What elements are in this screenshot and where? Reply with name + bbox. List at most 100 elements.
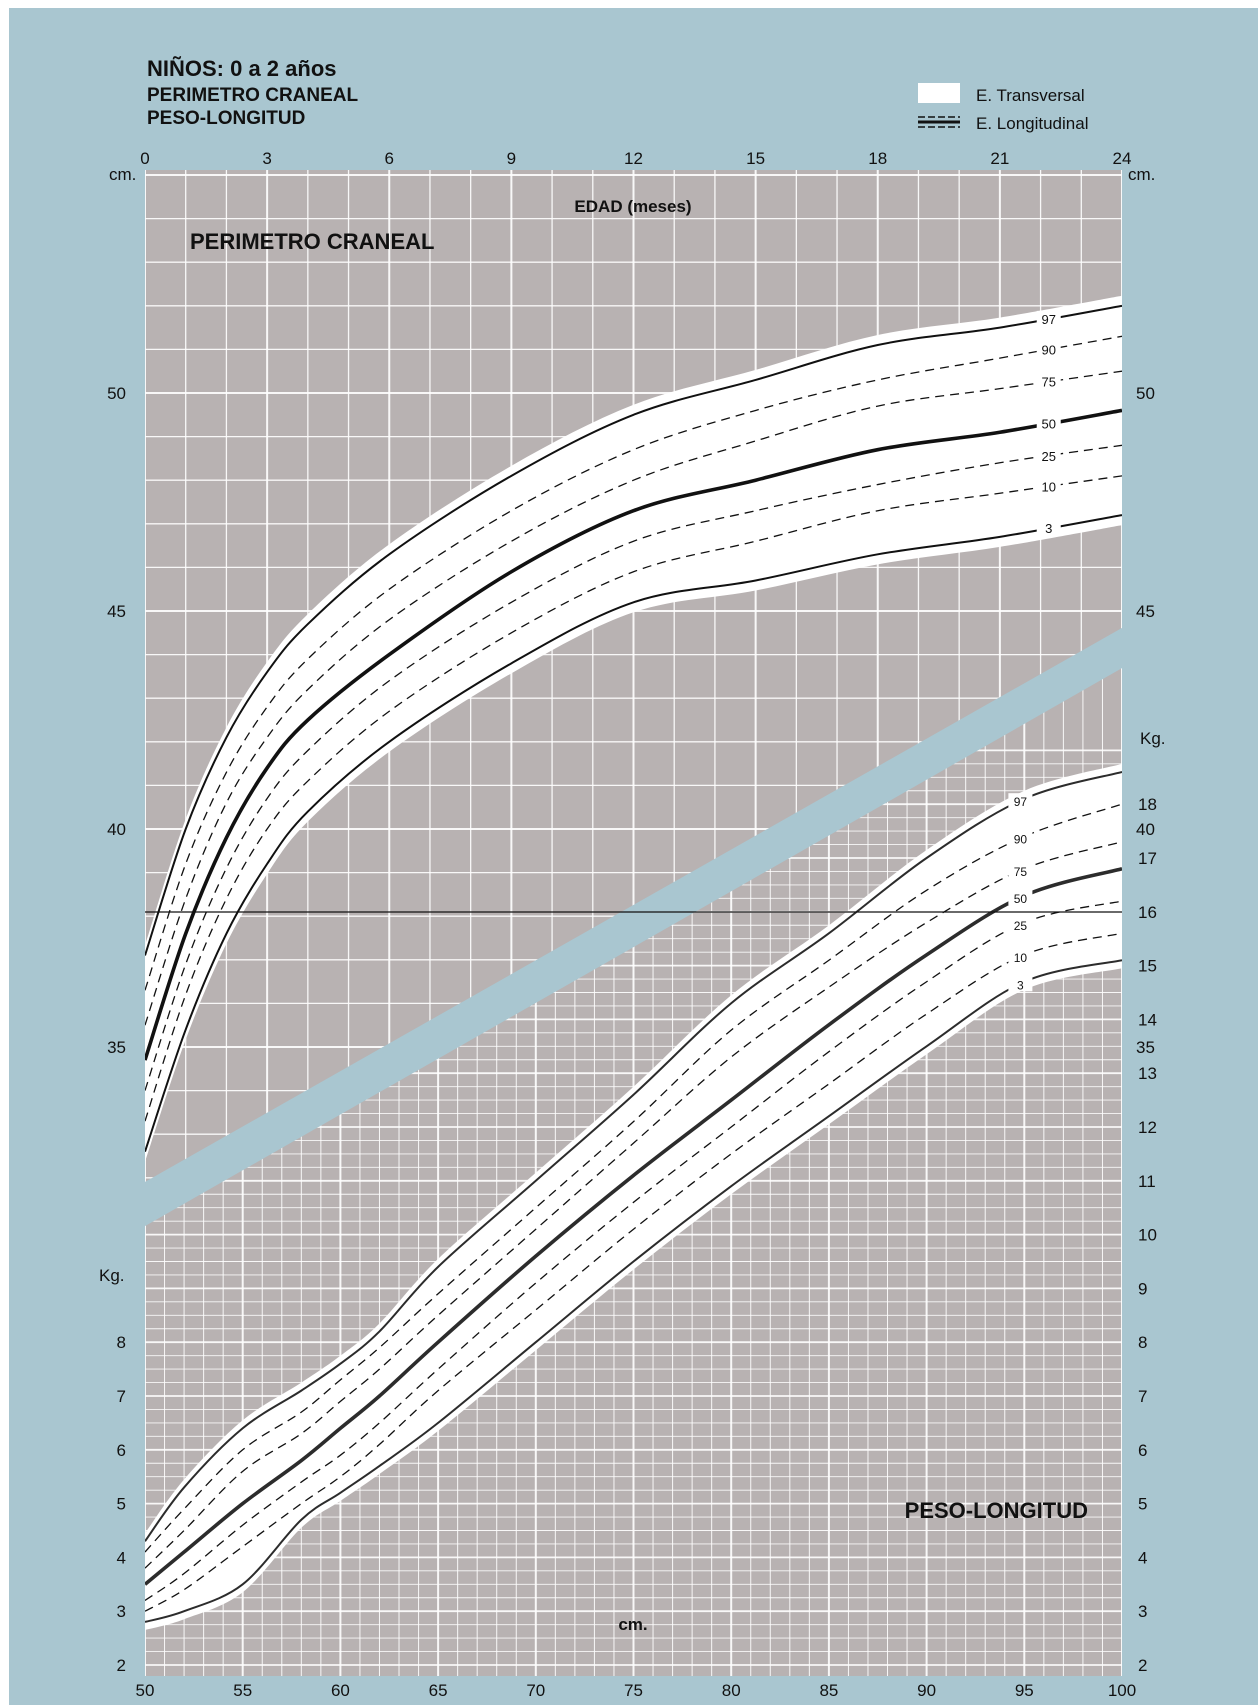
head-percentile-50-label-bg (1036, 415, 1061, 431)
head-percentile-25-label-bg (1036, 447, 1061, 463)
chart-subtitle-head: PERIMETRO CRANEAL (147, 85, 359, 106)
chart-subtitle-weight: PESO-LONGITUD (147, 108, 305, 129)
head-percentile-97-curve (145, 304, 1122, 956)
weight-left-tick-6: 6 (117, 1441, 126, 1460)
age-tick-18: 18 (868, 149, 887, 168)
weight-left-tick-8: 8 (117, 1333, 126, 1352)
legend-swatch-transversal (918, 83, 960, 103)
weight-percentile-97-label-bg (1008, 793, 1033, 809)
weight-left-tick-4: 4 (117, 1548, 126, 1567)
head-percentile-75-label: 75 (1041, 375, 1055, 390)
age-tick-24: 24 (1113, 149, 1132, 168)
diagonal-separator-band (145, 628, 1122, 1226)
head-percentile-3-label: 3 (1045, 521, 1052, 536)
weight-right-tick-17: 17 (1138, 849, 1157, 868)
weight-right-tick-9: 9 (1138, 1279, 1147, 1298)
head-percentile-97-label: 97 (1041, 312, 1055, 327)
length-tick-90: 90 (917, 1681, 936, 1697)
head-right-tick-45: 45 (1136, 602, 1155, 621)
length-tick-75: 75 (624, 1681, 643, 1697)
head-circumference-panel-title: PERIMETRO CRANEAL (190, 229, 434, 254)
weight-right-tick-10: 10 (1138, 1226, 1157, 1245)
weight-left-tick-7: 7 (117, 1387, 126, 1406)
weight-percentile-3-label: 3 (1017, 978, 1024, 992)
head-percentile-25-label: 25 (1041, 449, 1055, 464)
age-axis-title: EDAD (meses) (574, 197, 691, 216)
length-tick-70: 70 (526, 1681, 545, 1697)
weight-percentile-50-label-bg (1008, 890, 1033, 906)
weight-right-tick-5: 5 (1138, 1495, 1147, 1514)
length-tick-80: 80 (722, 1681, 741, 1697)
length-tick-85: 85 (819, 1681, 838, 1697)
weight-left-tick-2: 2 (117, 1656, 126, 1675)
head-percentile-3-curve (145, 514, 1122, 1152)
weight-right-tick-18: 18 (1138, 795, 1157, 814)
weight-left-tick-5: 5 (117, 1495, 126, 1514)
head-percentile-90-label-bg (1036, 341, 1061, 357)
weight-right-tick-8: 8 (1138, 1333, 1147, 1352)
head-percentile-3-label-bg (1036, 520, 1061, 536)
weight-percentile-10-label: 10 (1014, 951, 1028, 965)
weight-right-tick-16: 16 (1138, 903, 1157, 922)
length-tick-95: 95 (1015, 1681, 1034, 1697)
legend: E. Transversal E. Longitudinal (918, 83, 1088, 133)
head-left-tick-45: 45 (107, 602, 126, 621)
length-tick-65: 65 (429, 1681, 448, 1697)
age-tick-12: 12 (624, 149, 643, 168)
weight-percentile-50-curve (145, 867, 1122, 1586)
head-left-tick-35: 35 (107, 1038, 126, 1057)
weight-percentile-3-label-bg (1008, 976, 1033, 992)
head-percentile-50-label: 50 (1041, 417, 1055, 432)
weight-right-tick-11: 11 (1138, 1172, 1156, 1191)
weight-percentile-10-curve (145, 932, 1122, 1612)
chart-title: NIÑOS: 0 a 2 años (147, 56, 337, 81)
legend-label-transversal: E. Transversal (976, 86, 1085, 105)
weight-percentile-50-label: 50 (1014, 892, 1028, 906)
length-axis-title: cm. (618, 1615, 647, 1634)
weight-right-tick-6: 6 (1138, 1441, 1147, 1460)
legend-label-longitudinal: E. Longitudinal (976, 114, 1088, 133)
head-percentile-10-label-bg (1036, 478, 1061, 494)
weight-right-tick-3: 3 (1138, 1602, 1147, 1621)
head-right-tick-35: 35 (1136, 1038, 1155, 1057)
head-percentile-75-curve (145, 370, 1122, 1026)
weight-percentile-90-label: 90 (1014, 833, 1028, 847)
length-tick-50: 50 (136, 1681, 155, 1697)
weight-right-tick-12: 12 (1138, 1118, 1157, 1137)
weight-percentile-25-curve (145, 900, 1122, 1601)
weight-percentile-90-curve (145, 803, 1122, 1553)
age-tick-9: 9 (507, 149, 516, 168)
head-percentile-75-label-bg (1036, 373, 1061, 389)
length-tick-60: 60 (331, 1681, 350, 1697)
head-left-tick-40: 40 (107, 820, 126, 839)
weight-percentile-97-curve (145, 770, 1122, 1542)
weight-percentile-25-label-bg (1008, 916, 1033, 932)
weight-right-tick-14: 14 (1138, 1010, 1157, 1029)
bottom-right-unit-label: Kg. (1140, 729, 1166, 748)
weight-left-tick-3: 3 (117, 1602, 126, 1621)
weight-right-tick-2: 2 (1138, 1656, 1147, 1675)
length-tick-55: 55 (233, 1681, 252, 1697)
head-right-tick-40: 40 (1136, 820, 1155, 839)
age-tick-3: 3 (262, 149, 271, 168)
weight-percentile-10-label-bg (1008, 949, 1033, 965)
weight-percentile-75-label: 75 (1014, 865, 1028, 879)
weight-percentile-25-label: 25 (1014, 919, 1028, 933)
head-percentile-90-label: 90 (1041, 342, 1055, 357)
weight-percentile-3-curve (145, 959, 1122, 1623)
weight-percentile-97-label: 97 (1014, 795, 1028, 809)
age-tick-21: 21 (990, 149, 1009, 168)
age-tick-15: 15 (746, 149, 765, 168)
head-left-tick-50: 50 (107, 384, 126, 403)
top-left-unit-label: cm. (109, 165, 136, 184)
head-right-tick-50: 50 (1136, 384, 1155, 403)
age-tick-0: 0 (140, 149, 149, 168)
head-percentile-50-curve (145, 408, 1122, 1061)
top-right-unit-label: cm. (1128, 165, 1155, 184)
weight-percentile-75-label-bg (1008, 862, 1033, 878)
head-percentile-90-curve (145, 335, 1122, 991)
bottom-left-unit-label: Kg. (99, 1266, 125, 1285)
